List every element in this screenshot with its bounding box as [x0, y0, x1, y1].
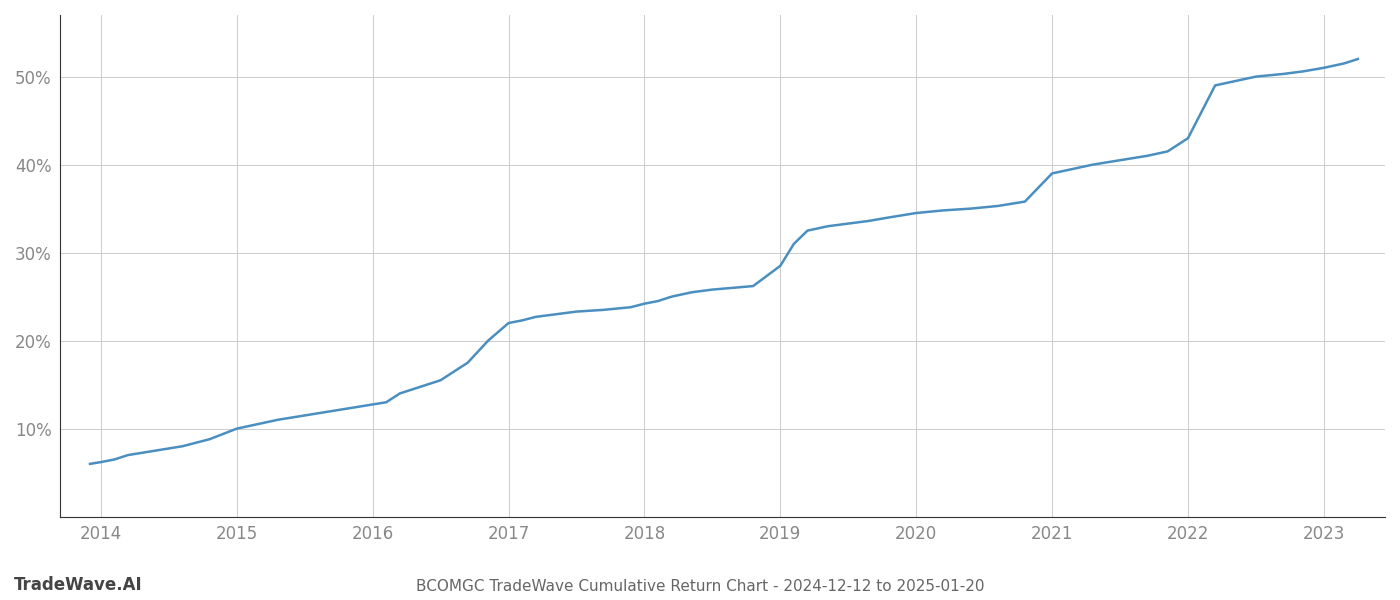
Text: TradeWave.AI: TradeWave.AI	[14, 576, 143, 594]
Text: BCOMGC TradeWave Cumulative Return Chart - 2024-12-12 to 2025-01-20: BCOMGC TradeWave Cumulative Return Chart…	[416, 579, 984, 594]
